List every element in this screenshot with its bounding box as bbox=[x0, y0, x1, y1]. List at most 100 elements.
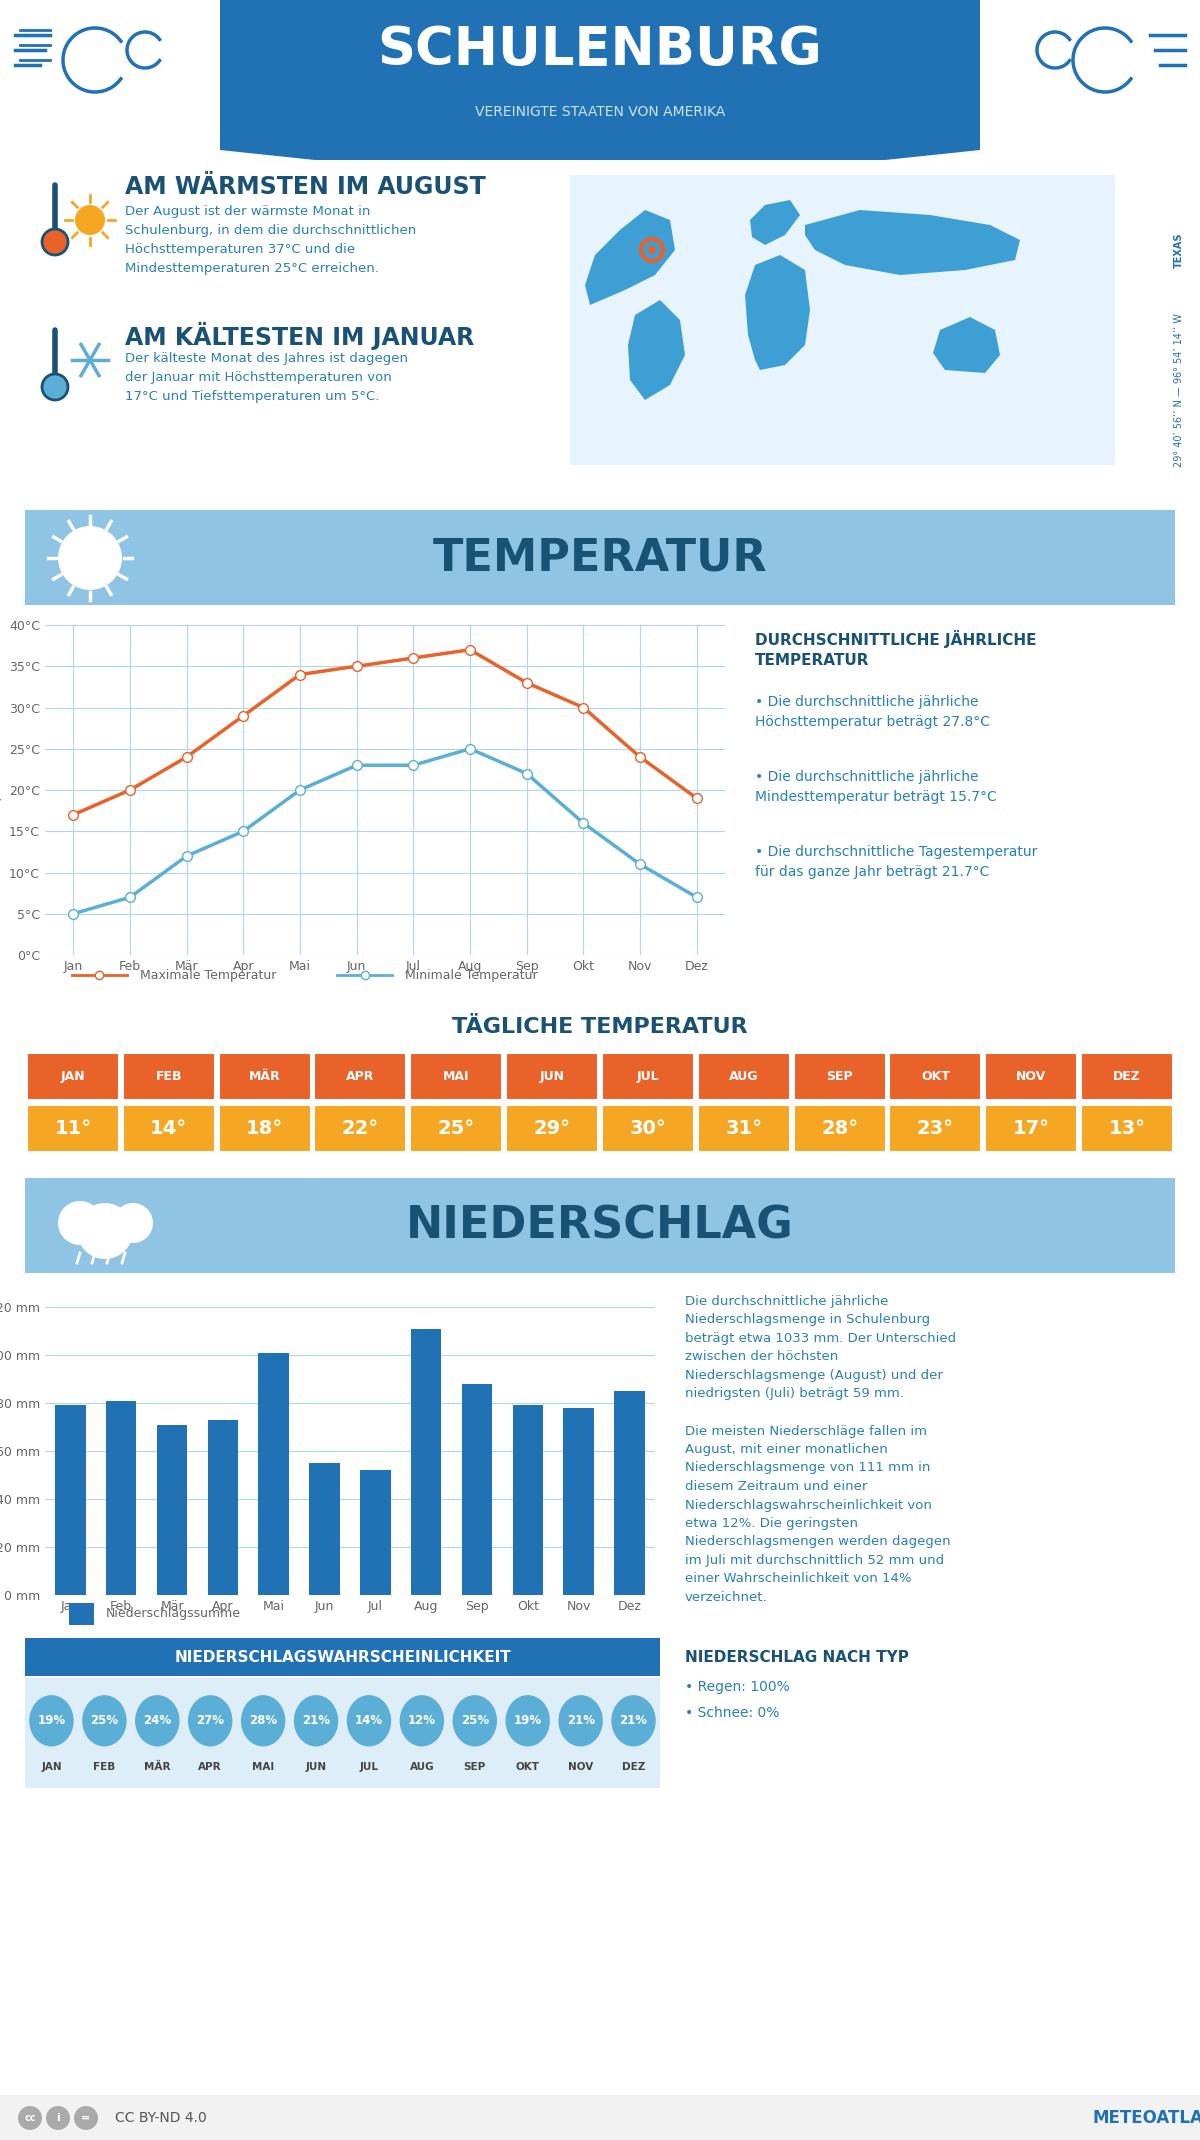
Bar bbox=[310, 1464, 340, 1594]
Polygon shape bbox=[934, 317, 1000, 372]
Text: NOV: NOV bbox=[568, 1761, 593, 1772]
Text: JAN: JAN bbox=[61, 1070, 85, 1083]
Text: SEP: SEP bbox=[463, 1761, 486, 1772]
Text: 29° 40’ 56’’ N — 96° 54’ 14’’ W: 29° 40’ 56’’ N — 96° 54’ 14’’ W bbox=[1174, 312, 1184, 467]
Text: Die durchschnittliche jährliche
Niederschlagsmenge in Schulenburg
beträgt etwa 1: Die durchschnittliche jährliche Niedersc… bbox=[685, 1295, 956, 1605]
Bar bbox=[360, 1470, 391, 1594]
Circle shape bbox=[29, 1695, 73, 1746]
Polygon shape bbox=[218, 1104, 311, 1151]
Polygon shape bbox=[1081, 1053, 1174, 1100]
Text: 29°: 29° bbox=[534, 1119, 570, 1138]
Circle shape bbox=[558, 1695, 602, 1746]
FancyBboxPatch shape bbox=[14, 501, 1186, 614]
Text: 14°: 14° bbox=[150, 1119, 187, 1138]
Text: 19%: 19% bbox=[514, 1714, 541, 1727]
Text: 23°: 23° bbox=[917, 1119, 954, 1138]
Circle shape bbox=[505, 1695, 550, 1746]
Text: DEZ: DEZ bbox=[622, 1761, 646, 1772]
Text: NIEDERSCHLAG NACH TYP: NIEDERSCHLAG NACH TYP bbox=[685, 1650, 908, 1665]
Polygon shape bbox=[410, 1104, 503, 1151]
Polygon shape bbox=[26, 1104, 119, 1151]
FancyBboxPatch shape bbox=[25, 1678, 660, 1789]
FancyBboxPatch shape bbox=[565, 169, 1120, 471]
Text: DURCHSCHNITTLICHE JÄHRLICHE
TEMPERATUR: DURCHSCHNITTLICHE JÄHRLICHE TEMPERATUR bbox=[755, 629, 1037, 668]
Circle shape bbox=[400, 1695, 444, 1746]
Text: FEB: FEB bbox=[156, 1070, 182, 1083]
Text: JUN: JUN bbox=[540, 1070, 564, 1083]
Circle shape bbox=[294, 1695, 338, 1746]
Polygon shape bbox=[220, 0, 980, 150]
Polygon shape bbox=[602, 1053, 694, 1100]
Text: MÄR: MÄR bbox=[144, 1761, 170, 1772]
Text: 14%: 14% bbox=[355, 1714, 383, 1727]
Bar bbox=[614, 1391, 644, 1594]
Circle shape bbox=[648, 246, 656, 255]
Bar bbox=[512, 1406, 544, 1594]
Text: 11°: 11° bbox=[54, 1119, 91, 1138]
Text: APR: APR bbox=[347, 1070, 374, 1083]
Polygon shape bbox=[602, 1104, 694, 1151]
Circle shape bbox=[136, 1695, 180, 1746]
Text: FEB: FEB bbox=[94, 1761, 115, 1772]
Text: 18°: 18° bbox=[246, 1119, 283, 1138]
Circle shape bbox=[113, 1203, 154, 1243]
Circle shape bbox=[611, 1695, 655, 1746]
Circle shape bbox=[452, 1695, 497, 1746]
Text: JUL: JUL bbox=[360, 1761, 378, 1772]
Text: MÄR: MÄR bbox=[248, 1070, 281, 1083]
Text: 25°: 25° bbox=[438, 1119, 475, 1138]
Text: SEP: SEP bbox=[827, 1070, 853, 1083]
Text: 27%: 27% bbox=[197, 1714, 224, 1727]
Polygon shape bbox=[697, 1104, 790, 1151]
Text: • Die durchschnittliche jährliche
Mindesttemperatur beträgt 15.7°C: • Die durchschnittliche jährliche Mindes… bbox=[755, 770, 997, 805]
Text: TÄGLICHE TEMPERATUR: TÄGLICHE TEMPERATUR bbox=[452, 1016, 748, 1038]
Bar bbox=[564, 1408, 594, 1594]
Polygon shape bbox=[586, 210, 674, 306]
Text: DEZ: DEZ bbox=[1114, 1070, 1141, 1083]
Polygon shape bbox=[122, 1104, 215, 1151]
Polygon shape bbox=[750, 199, 800, 244]
Text: AUG: AUG bbox=[730, 1070, 758, 1083]
Text: 21%: 21% bbox=[619, 1714, 648, 1727]
Text: 28°: 28° bbox=[821, 1119, 858, 1138]
Text: AM KÄLTESTEN IM JANUAR: AM KÄLTESTEN IM JANUAR bbox=[125, 321, 474, 351]
Text: 12%: 12% bbox=[408, 1714, 436, 1727]
Text: • Die durchschnittliche Tagestemperatur
für das ganze Jahr beträgt 21.7°C: • Die durchschnittliche Tagestemperatur … bbox=[755, 845, 1037, 880]
Circle shape bbox=[74, 205, 106, 235]
Text: 13°: 13° bbox=[1109, 1119, 1146, 1138]
Text: TEXAS: TEXAS bbox=[1174, 233, 1184, 268]
Polygon shape bbox=[506, 1053, 598, 1100]
Text: NIEDERSCHLAG: NIEDERSCHLAG bbox=[406, 1205, 794, 1248]
Text: 24%: 24% bbox=[143, 1714, 172, 1727]
Text: OKT: OKT bbox=[516, 1761, 540, 1772]
Polygon shape bbox=[506, 1104, 598, 1151]
Text: OKT: OKT bbox=[920, 1070, 950, 1083]
FancyBboxPatch shape bbox=[70, 1603, 94, 1624]
FancyBboxPatch shape bbox=[14, 1168, 1186, 1284]
Polygon shape bbox=[793, 1053, 886, 1100]
Text: CC BY-ND 4.0: CC BY-ND 4.0 bbox=[115, 2110, 206, 2125]
Text: AUG: AUG bbox=[409, 1761, 434, 1772]
Circle shape bbox=[241, 1695, 286, 1746]
Bar bbox=[55, 1406, 85, 1594]
Circle shape bbox=[74, 2106, 98, 2129]
Text: AM WÄRMSTEN IM AUGUST: AM WÄRMSTEN IM AUGUST bbox=[125, 175, 486, 199]
Bar bbox=[462, 1385, 492, 1594]
Polygon shape bbox=[985, 1104, 1078, 1151]
Polygon shape bbox=[26, 1053, 119, 1100]
Text: JAN: JAN bbox=[41, 1761, 61, 1772]
Text: Maximale Temperatur: Maximale Temperatur bbox=[140, 969, 276, 982]
Bar bbox=[410, 1329, 442, 1594]
FancyBboxPatch shape bbox=[0, 2095, 1200, 2140]
Text: JUN: JUN bbox=[306, 1761, 326, 1772]
Text: cc: cc bbox=[24, 2112, 36, 2123]
Text: Minimale Temperatur: Minimale Temperatur bbox=[406, 969, 538, 982]
Text: 22°: 22° bbox=[342, 1119, 379, 1138]
Text: MAI: MAI bbox=[443, 1070, 469, 1083]
Text: 31°: 31° bbox=[725, 1119, 762, 1138]
Text: 17°: 17° bbox=[1013, 1119, 1050, 1138]
Polygon shape bbox=[218, 1053, 311, 1100]
Text: Der kälteste Monat des Jahres ist dagegen
der Januar mit Höchsttemperaturen von
: Der kälteste Monat des Jahres ist dagege… bbox=[125, 351, 408, 402]
Text: NOV: NOV bbox=[1016, 1070, 1046, 1083]
Text: i: i bbox=[56, 2112, 60, 2123]
